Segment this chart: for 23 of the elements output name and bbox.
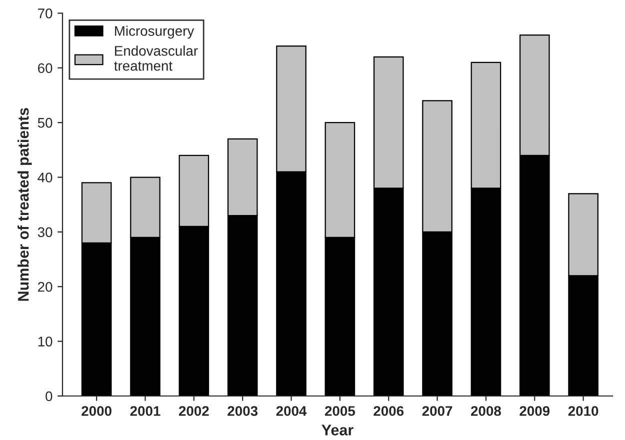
x-tick-label: 2007	[422, 406, 452, 416]
y-axis-title: Number of treated patients	[18, 108, 32, 301]
y-tick-label: 50	[38, 118, 52, 128]
y-tick-label: 70	[38, 8, 52, 18]
x-tick-label: 2004	[276, 406, 307, 416]
y-tick-label: 10	[38, 336, 52, 346]
y-tick-label: 60	[38, 63, 52, 74]
y-tick-label: 0	[46, 391, 52, 402]
x-tick-label: 2006	[374, 406, 404, 416]
x-tick-label: 2003	[228, 406, 258, 416]
x-tick-label: 2010	[568, 406, 598, 416]
x-tick-label: 2009	[520, 406, 550, 416]
legend-label: Microsurgery	[115, 26, 194, 39]
legend-label: Endovascular treatment	[114, 46, 198, 71]
y-tick-label: 40	[38, 172, 52, 182]
x-tick-label: 2000	[82, 406, 112, 416]
y-tick-label: 30	[38, 227, 52, 238]
x-tick-label: 2002	[178, 406, 209, 416]
x-axis-title: Year	[322, 424, 354, 436]
x-tick-label: 2001	[130, 406, 160, 416]
y-tick-label: 20	[38, 282, 52, 292]
x-tick-label: 2005	[324, 406, 355, 416]
x-tick-label: 2008	[470, 406, 501, 416]
